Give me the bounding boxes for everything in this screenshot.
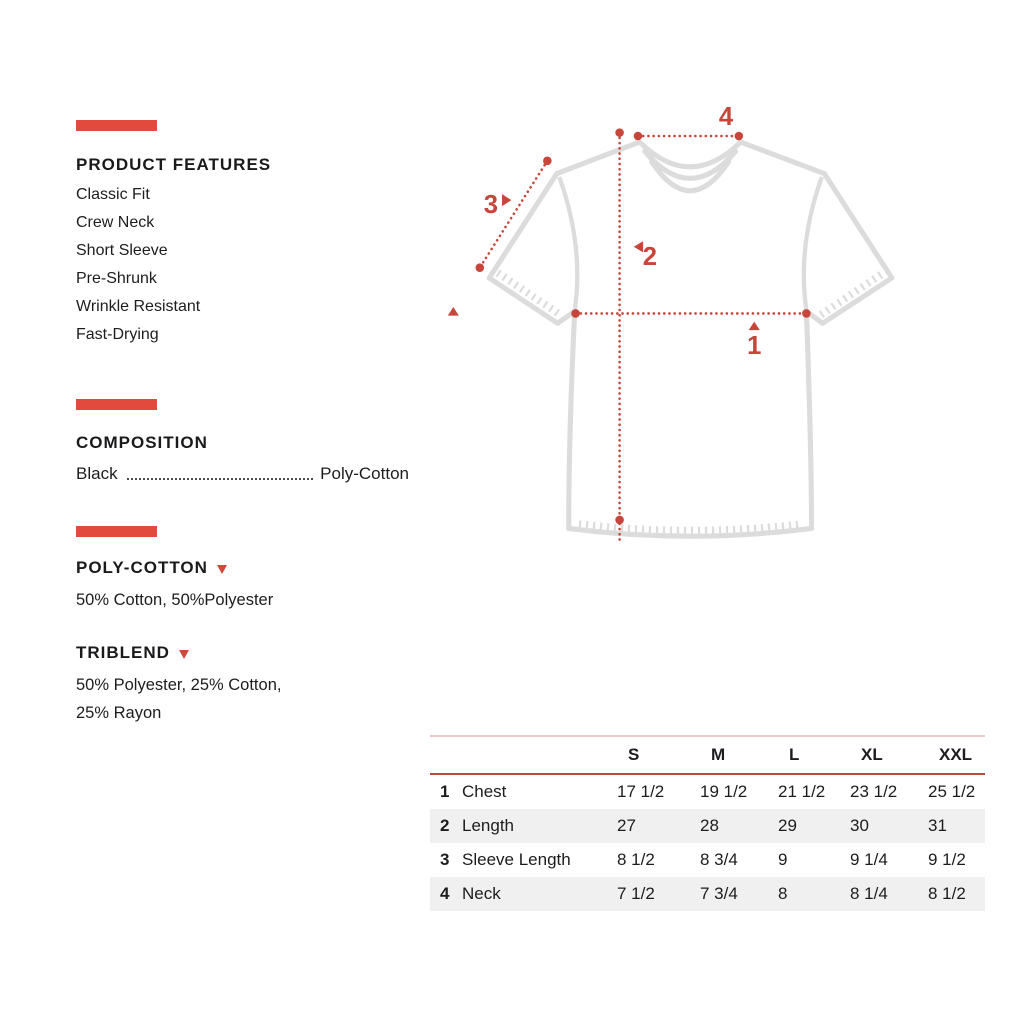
fabric-triblend-title: TRIBLEND (76, 643, 170, 662)
feature-item: Fast-Drying (76, 326, 159, 343)
column-header: XXL (939, 745, 973, 764)
fabric-triblend-desc-line1: 50% Polyester, 25% Cotton, (76, 676, 282, 694)
dropdown-triangle-icon (178, 649, 189, 659)
table-header-row: S M L XL XXL (430, 737, 985, 773)
arrow-up-icon (447, 307, 459, 316)
cell-value: 30 (850, 816, 869, 835)
measure-label-chest: 1 (747, 332, 761, 360)
fabric-divider-bar (76, 526, 157, 537)
tshirt-measurement-diagram: 4 2 3 1 (447, 103, 895, 544)
column-header: XL (861, 745, 883, 764)
size-chart-table: S M L XL XXL 1 Chest 17 1/2 19 1/2 21 1/… (430, 735, 985, 911)
dropdown-triangle-icon (216, 564, 227, 574)
cell-value: 8 1/2 (928, 884, 966, 903)
table-top-line (430, 735, 985, 737)
cell-value: 27 (617, 816, 636, 835)
fabric-polycotton-title: POLY-COTTON (76, 558, 208, 577)
column-header: M (711, 745, 726, 764)
cell-value: 8 3/4 (700, 850, 738, 869)
measure-label-neck: 4 (719, 103, 734, 131)
table-row: 3 Sleeve Length 8 1/2 8 3/4 9 9 1/4 9 1/… (430, 843, 985, 877)
cell-value: 21 1/2 (778, 782, 826, 801)
cell-value: 9 (778, 850, 788, 869)
row-number: 3 (440, 850, 450, 869)
composition-title: COMPOSITION (76, 433, 208, 452)
measure-dot (734, 131, 744, 141)
cell-value: 8 1/4 (850, 884, 888, 903)
sleeve-seam-left (557, 176, 580, 311)
feature-item: Crew Neck (76, 214, 155, 231)
measure-dot (615, 515, 624, 525)
cell-value: 28 (700, 816, 719, 835)
measure-dot (615, 128, 624, 137)
feature-item: Pre-Shrunk (76, 270, 157, 287)
features-divider-bar (76, 120, 157, 131)
arrow-right-icon (502, 194, 512, 207)
fabric-polycotton-heading[interactable]: POLY-COTTON (76, 558, 227, 578)
measure-label-sleeve: 3 (484, 191, 498, 219)
cell-value: 25 1/2 (928, 782, 976, 801)
table-row: 1 Chest 17 1/2 19 1/2 21 1/2 23 1/2 25 1… (430, 775, 985, 809)
fabric-triblend-desc-line2: 25% Rayon (76, 704, 162, 722)
collar-arc-inner (649, 159, 732, 194)
cell-value: 9 1/4 (850, 850, 888, 869)
dotted-leader (126, 478, 314, 480)
table-row: 4 Neck 7 1/2 7 3/4 8 8 1/4 8 1/2 (430, 877, 985, 911)
cell-value: 31 (928, 816, 947, 835)
feature-item: Classic Fit (76, 186, 150, 203)
cell-value: 9 1/2 (928, 850, 966, 869)
cell-value: 8 (778, 884, 788, 903)
table-header-underline (430, 773, 985, 775)
measure-dot (543, 156, 552, 166)
cell-value: 17 1/2 (617, 782, 665, 801)
cell-value: 19 1/2 (700, 782, 748, 801)
measure-dot (571, 309, 580, 318)
features-title: PRODUCT FEATURES (76, 155, 272, 174)
arrow-left-icon (633, 241, 644, 253)
sleeve-seam-right (801, 176, 824, 311)
measure-line-sleeve (478, 159, 549, 269)
cell-value: 7 1/2 (617, 884, 655, 903)
composition-color: Black (76, 464, 118, 483)
measure-dot (633, 131, 643, 141)
row-label: Chest (462, 782, 507, 801)
cell-value: 7 3/4 (700, 884, 738, 903)
row-number: 1 (440, 782, 450, 801)
feature-item: Wrinkle Resistant (76, 298, 201, 315)
feature-item: Short Sleeve (76, 242, 168, 259)
cell-value: 29 (778, 816, 797, 835)
arrow-up-icon (748, 321, 760, 331)
composition-row: Black Poly-Cotton (76, 464, 409, 484)
cell-value: 23 1/2 (850, 782, 898, 801)
fabric-polycotton-desc: 50% Cotton, 50%Polyester (76, 591, 274, 609)
tshirt-outline (486, 139, 895, 539)
composition-divider-bar (76, 399, 157, 410)
column-header: L (789, 745, 800, 764)
row-number: 2 (440, 816, 450, 835)
measure-label-length: 2 (643, 243, 657, 271)
column-header: S (628, 745, 640, 764)
row-label: Neck (462, 884, 501, 903)
table-row: 2 Length 27 28 29 30 31 (430, 809, 985, 843)
measure-dot (802, 309, 811, 318)
fabric-triblend-heading[interactable]: TRIBLEND (76, 643, 189, 663)
measure-dot (475, 263, 485, 272)
composition-material: Poly-Cotton (320, 464, 409, 483)
cell-value: 8 1/2 (617, 850, 655, 869)
row-label: Sleeve Length (462, 850, 571, 869)
row-number: 4 (440, 884, 450, 903)
features-list: Classic Fit Crew Neck Short Sleeve Pre-S… (76, 181, 200, 349)
row-label: Length (462, 816, 514, 835)
